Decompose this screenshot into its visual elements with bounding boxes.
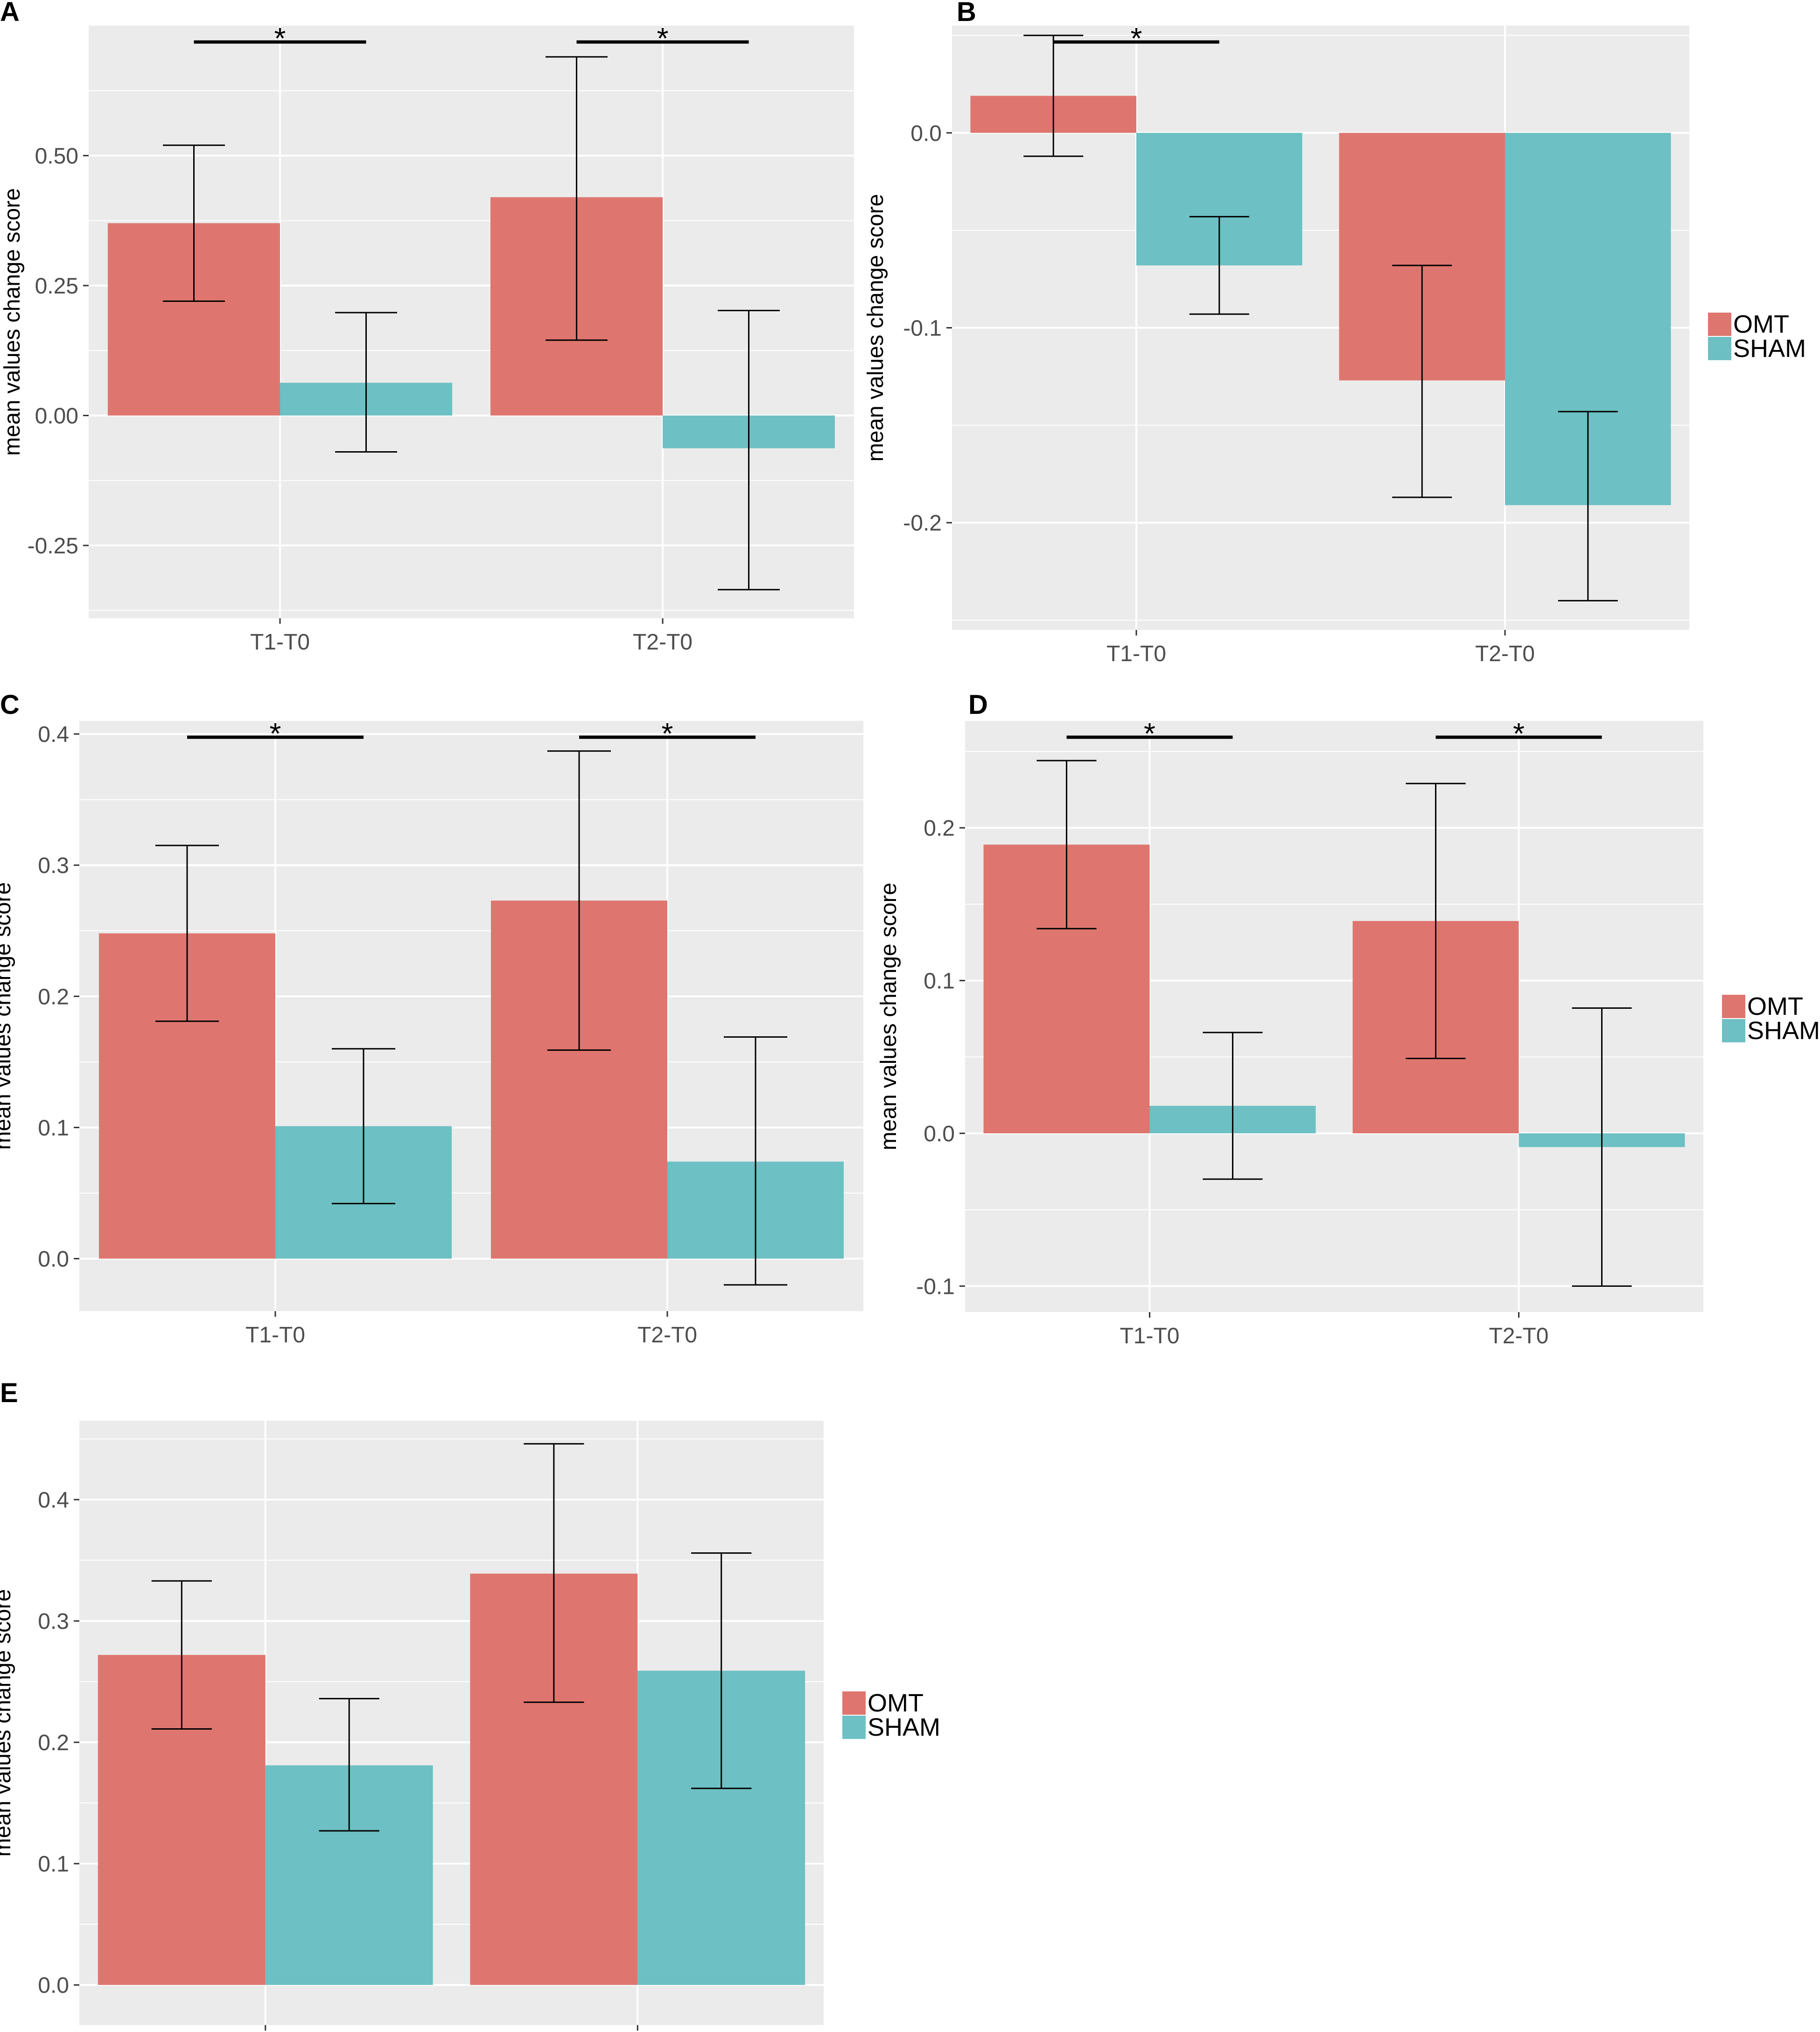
x-tick-label: T1-T0: [1106, 642, 1166, 666]
error-bar-sham-t1-t0: [1189, 216, 1249, 315]
x-tick-label: T1-T0: [1120, 1324, 1179, 1348]
error-bar-sham-t2-t0: [718, 309, 780, 591]
y-tick-label: 0.0: [924, 1122, 955, 1146]
y-tick-label: -0.25: [28, 534, 78, 559]
significance-asterisk: *: [657, 21, 669, 55]
error-bar-sham-t1-t0: [319, 1697, 379, 1832]
significance-asterisk: *: [270, 717, 281, 750]
y-tick-label: 0.25: [35, 274, 78, 299]
error-bar-omt-t2-t0: [547, 750, 611, 1051]
chart-panel-c: C 0.0 0.1 0.2 0.3 0.4 T1-T0 T2-T0 mean values ch…: [0, 690, 863, 1348]
y-tick-label: 0.1: [924, 969, 955, 994]
error-bar-sham-t2-t0: [691, 1552, 752, 1789]
error-bar-omt-t1-t0: [1023, 35, 1084, 157]
y-tick-label: 0.4: [38, 722, 69, 747]
legend-swatch-sham: [1722, 1019, 1745, 1042]
error-bar-sham-t1-t0: [335, 312, 397, 453]
significance-asterisk: *: [1131, 21, 1142, 55]
panel-label: D: [968, 690, 988, 720]
legend-label-sham: SHAM: [1733, 335, 1806, 363]
y-axis-title: mean values change score: [863, 194, 888, 462]
chart-panel-a: A -0.25 0.00 0.25 0.50 T1-T0 T2-T0 mean values …: [0, 0, 854, 655]
error-bar-sham-t2-t0: [723, 1036, 788, 1286]
legend-label-omt: OMT: [868, 1689, 924, 1717]
panel-label: E: [0, 1378, 18, 1408]
error-bar-sham-t1-t0: [331, 1048, 396, 1204]
error-bar-sham-t2-t0: [1558, 411, 1618, 601]
error-bar-omt-t1-t0: [1036, 760, 1097, 929]
legend-label-sham: SHAM: [868, 1713, 940, 1741]
legend-swatch-sham: [842, 1716, 866, 1739]
y-tick-label: 0.2: [924, 816, 955, 841]
y-tick-label: -0.1: [916, 1274, 955, 1299]
significance-asterisk: *: [274, 21, 286, 55]
x-tick-label: T2-T0: [637, 1323, 697, 1348]
error-bar-omt-t2-t0: [524, 1443, 584, 1703]
panel-label: A: [0, 0, 20, 27]
significance-asterisk: *: [1513, 717, 1525, 750]
significance-asterisk: *: [662, 717, 673, 750]
x-tick-label: T2-T0: [1475, 642, 1535, 666]
error-bar-omt-t2-t0: [546, 56, 608, 341]
y-axis-title: mean values change score: [876, 883, 901, 1151]
y-tick-label: -0.1: [903, 316, 942, 341]
x-tick-label: T1-T0: [245, 1323, 305, 1348]
panel-label: B: [957, 0, 976, 27]
legend-label-sham: SHAM: [1747, 1017, 1820, 1045]
legend-label-omt: OMT: [1747, 992, 1803, 1020]
error-bar-omt-t2-t0: [1392, 265, 1452, 498]
x-tick-label: T2-T0: [1489, 1324, 1548, 1348]
x-tick-label: T2-T0: [633, 630, 693, 655]
y-tick-label: 0.3: [38, 853, 69, 878]
y-tick-label: 0.2: [38, 1731, 69, 1755]
y-tick-label: 0.0: [38, 1247, 69, 1272]
y-axis-title: mean values change score: [0, 882, 15, 1150]
y-tick-label: 0.0: [910, 121, 942, 146]
y-tick-label: 0.3: [38, 1609, 69, 1634]
panel-label: C: [0, 690, 20, 720]
legend-swatch-omt: [1708, 313, 1731, 336]
error-bar-omt-t1-t0: [163, 144, 225, 302]
chart-panel-d: D -0.1 0.0 0.1 0.2 T1-T0 T2-T0 mean values chan…: [876, 690, 1820, 1348]
legend-swatch-omt: [1722, 995, 1745, 1018]
legend-label-omt: OMT: [1733, 310, 1789, 338]
error-bar-sham-t2-t0: [1572, 1007, 1632, 1287]
x-tick-label: T1-T0: [250, 630, 310, 655]
y-tick-label: 0.2: [38, 985, 69, 1009]
legend-swatch-sham: [1708, 337, 1731, 360]
y-tick-label: 0.00: [35, 404, 78, 429]
y-tick-label: 0.50: [35, 144, 78, 169]
legend-swatch-omt: [842, 1691, 866, 1715]
y-tick-label: 0.4: [38, 1488, 69, 1513]
error-bar-omt-t1-t0: [151, 1580, 212, 1730]
y-axis-title: mean values change score: [0, 188, 25, 456]
y-tick-label: 0.1: [38, 1852, 69, 1877]
y-tick-label: -0.2: [903, 511, 942, 536]
y-axis-title: mean values change score: [0, 1589, 15, 1857]
error-bar-omt-t1-t0: [155, 845, 219, 1022]
significance-asterisk: *: [1144, 717, 1155, 750]
chart-panel-b: B -0.2 -0.1 0.0 T1-T0 T2-T0 mean values change…: [863, 0, 1806, 666]
y-tick-label: 0.1: [38, 1116, 69, 1140]
y-tick-label: 0.0: [38, 1973, 69, 1998]
error-bar-sham-t1-t0: [1203, 1032, 1263, 1180]
error-bar-omt-t2-t0: [1406, 782, 1466, 1060]
